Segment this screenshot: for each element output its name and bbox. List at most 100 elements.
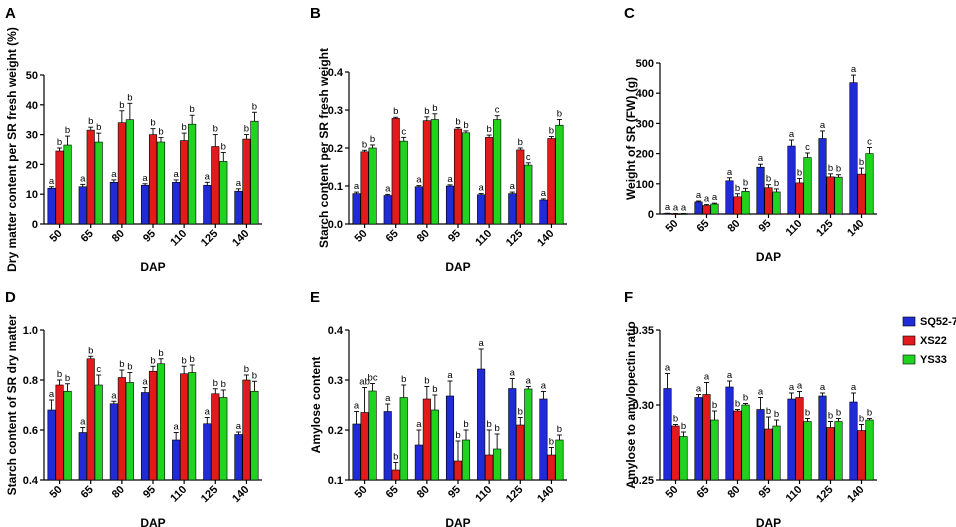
bar-ys33 bbox=[493, 448, 502, 481]
x-tick-label: 65 bbox=[79, 228, 96, 245]
x-axis-label: DAP bbox=[445, 260, 470, 274]
bar-sq52-7 bbox=[109, 181, 118, 225]
bar-sq52-7 bbox=[756, 409, 765, 481]
significance-letter: b bbox=[424, 106, 429, 117]
significance-letter: a bbox=[142, 377, 148, 388]
legend-swatch bbox=[902, 354, 916, 365]
y-axis-label: Dry matter content per SR fresh weight (… bbox=[5, 27, 19, 272]
bar-ys33 bbox=[430, 409, 439, 481]
bar-sq52-7 bbox=[172, 439, 181, 481]
bar-sq52-7 bbox=[47, 409, 56, 481]
bar-sq52-7 bbox=[508, 193, 517, 225]
significance-letter: b bbox=[96, 122, 101, 133]
significance-letter: a bbox=[797, 381, 803, 392]
x-tick-label: 80 bbox=[110, 228, 127, 245]
significance-letter: b bbox=[57, 369, 62, 380]
y-tick-label: 0.4 bbox=[328, 325, 344, 337]
significance-letter: a bbox=[416, 175, 422, 186]
bar-xs22 bbox=[422, 398, 431, 481]
bar-sq52-7 bbox=[756, 166, 765, 215]
bar-ys33 bbox=[188, 123, 197, 225]
bar-ys33 bbox=[63, 144, 72, 225]
panel-c: C 0 100 200 300 400 500 Weight of SR (FW) (g) DA… bbox=[624, 5, 877, 264]
y-tick-label: 0.25 bbox=[633, 475, 654, 487]
significance-letter: b bbox=[743, 393, 748, 404]
y-tick-label: 10 bbox=[26, 189, 38, 201]
significance-letter: b bbox=[743, 177, 748, 188]
bar-ys33 bbox=[710, 419, 719, 481]
x-tick-label: 65 bbox=[384, 484, 401, 501]
panel-letter: D bbox=[5, 289, 16, 306]
significance-letter: a bbox=[478, 183, 484, 194]
significance-letter: a bbox=[541, 188, 547, 199]
significance-letter: b bbox=[127, 92, 132, 103]
legend-label: SQ52-7 bbox=[920, 316, 956, 328]
bar-ys33 bbox=[741, 191, 750, 215]
significance-letter: b bbox=[557, 424, 562, 435]
bar-sq52-7 bbox=[849, 82, 858, 215]
bar-ys33 bbox=[865, 153, 874, 215]
significance-letter: b bbox=[181, 355, 186, 366]
significance-letter: a bbox=[758, 153, 764, 164]
bar-ys33 bbox=[834, 176, 843, 215]
significance-letter: b bbox=[432, 384, 437, 395]
bar-xs22 bbox=[671, 425, 680, 481]
significance-letter: c bbox=[495, 105, 500, 116]
significance-letter: b bbox=[859, 157, 864, 168]
y-tick-label: 0.3 bbox=[328, 375, 343, 387]
bar-ys33 bbox=[803, 157, 812, 215]
x-tick-label: 95 bbox=[756, 484, 773, 501]
significance-letter: a bbox=[236, 178, 242, 189]
significance-letter: a bbox=[142, 173, 148, 184]
bar-xs22 bbox=[55, 384, 64, 481]
bar-ys33 bbox=[679, 436, 688, 481]
significance-letter: b bbox=[244, 124, 249, 135]
bar-xs22 bbox=[516, 424, 525, 481]
panel-a: A 0 10 20 30 40 50 Dry matter content per SR fr… bbox=[5, 5, 262, 274]
significance-letter: b bbox=[774, 409, 779, 420]
significance-letter: a bbox=[385, 393, 391, 404]
significance-letter: b bbox=[424, 376, 429, 387]
x-tick-label: 50 bbox=[353, 228, 370, 245]
x-tick-label: 50 bbox=[48, 228, 65, 245]
bar-xs22 bbox=[391, 118, 400, 225]
bar-ys33 bbox=[555, 439, 564, 481]
significance-letter: a bbox=[851, 64, 857, 75]
significance-letter: a bbox=[385, 183, 391, 194]
bar-xs22 bbox=[211, 393, 220, 481]
x-tick-label: 125 bbox=[504, 484, 525, 505]
bar-xs22 bbox=[857, 430, 866, 481]
bar-xs22 bbox=[857, 173, 866, 215]
bar-ys33 bbox=[368, 390, 377, 481]
bar-xs22 bbox=[117, 377, 126, 481]
significance-letter: a bbox=[704, 372, 710, 383]
bar-xs22 bbox=[148, 134, 158, 225]
bar-ys33 bbox=[555, 124, 564, 225]
significance-letter: c bbox=[96, 364, 101, 375]
x-tick-label: 125 bbox=[199, 484, 220, 505]
bar-ys33 bbox=[250, 120, 259, 225]
x-tick-label: 80 bbox=[725, 218, 742, 235]
significance-letter: b bbox=[189, 104, 194, 115]
significance-letter: ab bbox=[359, 377, 370, 388]
bar-xs22 bbox=[826, 427, 835, 481]
significance-letter: a bbox=[758, 387, 764, 398]
significance-letter: b bbox=[221, 379, 226, 390]
y-tick-label: 0.2 bbox=[328, 425, 343, 437]
x-tick-label: 125 bbox=[814, 218, 835, 239]
significance-letter: a bbox=[111, 390, 117, 401]
x-tick-label: 110 bbox=[784, 218, 805, 239]
bar-sq52-7 bbox=[477, 194, 486, 225]
significance-letter: a bbox=[851, 382, 857, 393]
significance-letter: a bbox=[681, 203, 687, 214]
x-tick-label: 140 bbox=[535, 228, 556, 249]
bar-xs22 bbox=[764, 187, 773, 215]
bar-sq52-7 bbox=[725, 386, 734, 481]
x-tick-label: 80 bbox=[415, 484, 432, 501]
x-tick-label: 125 bbox=[504, 228, 525, 249]
y-tick-label: 0.30 bbox=[633, 400, 654, 412]
significance-letter: b bbox=[712, 400, 717, 411]
bar-sq52-7 bbox=[414, 444, 423, 481]
bar-ys33 bbox=[125, 119, 134, 225]
significance-letter: b bbox=[88, 345, 93, 356]
